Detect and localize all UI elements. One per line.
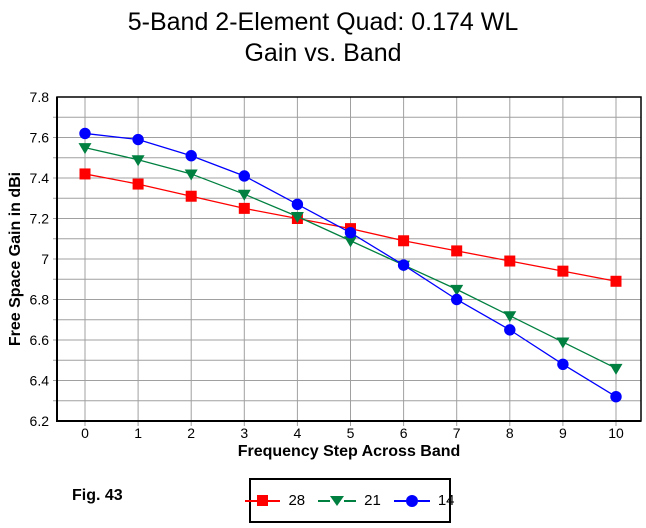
y-tick-label: 6.4 (30, 373, 50, 389)
chart-title-line1: 5-Band 2-Element Quad: 0.174 WL (127, 8, 519, 36)
data-point-circle-14 (132, 133, 144, 146)
data-point-triangle-21 (609, 363, 623, 375)
y-tick-label: 6.6 (30, 332, 50, 348)
legend-circle-marker-icon (405, 494, 418, 507)
legend-triangle-marker-icon (330, 495, 345, 506)
data-point-circle-14 (451, 293, 463, 306)
data-point-circle-14 (557, 358, 569, 370)
x-axis-title: Frequency Step Across Band (237, 443, 461, 460)
x-tick-label: 2 (187, 425, 195, 441)
legend-label-14: 14 (437, 492, 455, 509)
x-tick-label: 0 (81, 425, 89, 441)
data-point-circle-14 (397, 259, 410, 271)
legend-line-21 (318, 499, 331, 502)
x-tick-label: 1 (134, 425, 142, 441)
data-point-circle-14 (185, 150, 197, 162)
data-point-square-28 (610, 275, 622, 287)
data-point-square-28 (451, 245, 463, 257)
x-tick-label: 9 (559, 425, 567, 441)
legend-square-marker-icon (257, 495, 269, 506)
y-tick-label: 6.2 (30, 413, 50, 429)
data-point-square-28 (504, 255, 516, 267)
legend: 28 21 14 (245, 478, 455, 523)
data-point-triangle-21 (237, 189, 251, 201)
data-point-circle-14 (610, 391, 622, 403)
legend-label-21: 21 (364, 492, 381, 509)
legend-line-14 (417, 499, 430, 502)
data-point-triangle-21 (503, 311, 517, 323)
x-tick-label: 5 (347, 425, 355, 441)
y-tick-label: 7.4 (30, 170, 50, 186)
x-tick-label: 3 (240, 425, 248, 441)
legend-label-28: 28 (288, 492, 306, 509)
chart-title-line2: Gain vs. Band (244, 39, 402, 67)
data-point-square-28 (185, 190, 197, 202)
data-point-circle-14 (291, 198, 304, 211)
data-point-circle-14 (344, 226, 357, 239)
legend-entry-28: 28 (245, 492, 305, 509)
y-tick-label: 7 (41, 251, 49, 267)
data-point-square-28 (238, 202, 250, 214)
chart-title: 5-Band 2-Element Quad: 0.174 WL Gain vs.… (0, 7, 646, 69)
legend-line-28 (245, 499, 258, 502)
x-tick-label: 4 (294, 425, 302, 441)
legend-entry-21: 21 (318, 492, 381, 509)
data-point-triangle-21 (78, 143, 92, 155)
y-tick-label: 7.2 (30, 211, 50, 227)
data-point-triangle-21 (290, 211, 304, 223)
x-tick-label: 10 (608, 425, 624, 441)
data-point-triangle-21 (556, 337, 570, 349)
data-point-square-28 (132, 178, 144, 190)
x-tick-label: 7 (453, 425, 461, 441)
y-tick-label: 7.8 (30, 89, 50, 105)
legend-line-28 (268, 499, 281, 502)
data-point-triangle-21 (184, 169, 198, 181)
data-point-triangle-21 (131, 155, 145, 167)
x-tick-label: 8 (506, 425, 514, 441)
data-point-square-28 (79, 168, 91, 180)
data-point-triangle-21 (344, 236, 357, 248)
data-point-circle-14 (504, 324, 516, 336)
data-point-square-28 (398, 235, 410, 247)
legend-entry-14: 14 (393, 492, 455, 509)
x-tick-label: 6 (400, 425, 408, 441)
y-tick-label: 6.8 (30, 292, 50, 308)
figure-caption: Fig. 43 (72, 487, 123, 504)
data-point-triangle-21 (450, 284, 464, 296)
legend-line-21 (344, 499, 357, 502)
data-point-circle-14 (79, 127, 91, 140)
data-point-circle-14 (238, 170, 250, 182)
y-tick-label: 7.6 (30, 130, 50, 146)
data-point-square-28 (557, 265, 569, 277)
y-axis-title: Free Space Gain in dBi (7, 171, 24, 347)
legend-line-14 (393, 499, 406, 502)
